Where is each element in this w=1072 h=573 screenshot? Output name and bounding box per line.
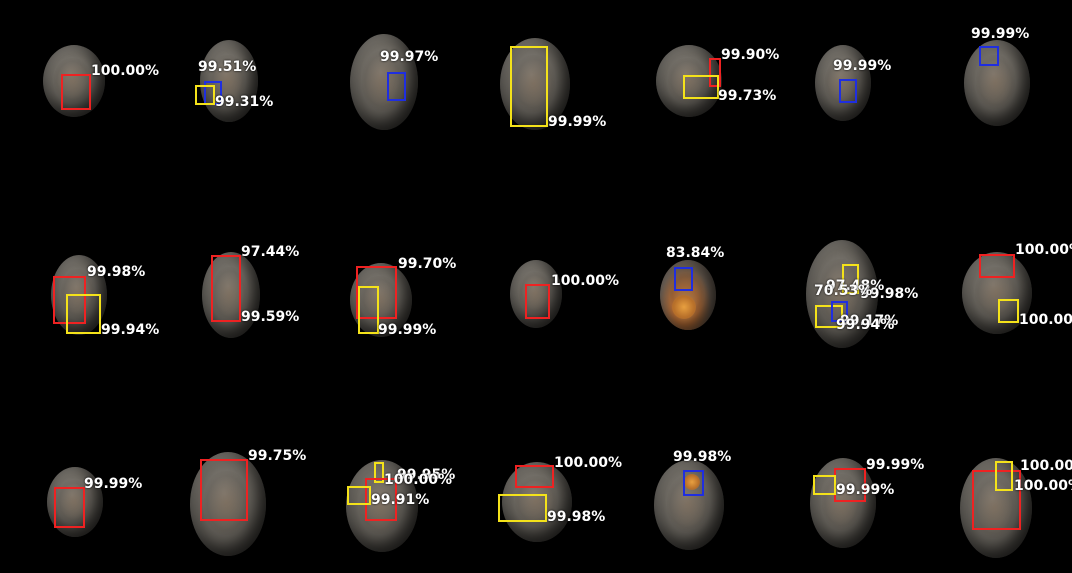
confidence-label: 99.98% (87, 264, 146, 280)
detection-box-red (525, 284, 550, 319)
confidence-label: 70.53% (814, 283, 873, 299)
seed-image (502, 462, 572, 542)
detection-box-blue (387, 72, 406, 101)
confidence-label: 100.00% (554, 455, 623, 471)
confidence-label: 100.00% (384, 472, 453, 488)
confidence-label: 99.99% (833, 58, 892, 74)
confidence-label: 100.00% (551, 273, 620, 289)
detection-box-blue (839, 79, 857, 103)
confidence-label: 100.00% (1015, 242, 1072, 258)
confidence-label: 100.00% (1020, 458, 1072, 474)
detection-box-red (200, 459, 248, 521)
confidence-label: 99.94% (101, 322, 160, 338)
confidence-label: 99.98% (860, 286, 919, 302)
confidence-label: 99.59% (241, 309, 300, 325)
seed-image (350, 34, 418, 130)
confidence-label: 83.84% (666, 245, 725, 261)
seed-image (47, 467, 103, 537)
confidence-label: 99.17% (840, 313, 899, 329)
confidence-label: 99.99% (548, 114, 607, 130)
confidence-label: 100.00% (91, 63, 160, 79)
seed-image (510, 260, 562, 328)
confidence-label: 99.99% (84, 476, 143, 492)
confidence-label: 99.51% (198, 59, 257, 75)
detection-box-red (709, 58, 721, 87)
detection-box-red (515, 465, 554, 488)
detection-box-blue (979, 46, 999, 66)
detection-box-red (979, 254, 1015, 278)
confidence-label: 99.94% (836, 317, 895, 333)
seed-spot (684, 474, 700, 490)
confidence-label: 99.31% (215, 94, 274, 110)
seed-image (51, 255, 107, 335)
confidence-label: 100.00% (1014, 478, 1072, 494)
confidence-label: 99.73% (718, 88, 777, 104)
confidence-label: 97.44% (241, 244, 300, 260)
confidence-label: 99.75% (248, 448, 307, 464)
confidence-label: 97.48% (826, 278, 885, 294)
detection-box-yellow (995, 461, 1013, 491)
confidence-label: 99.90% (721, 47, 780, 63)
detection-box-yellow (815, 305, 843, 328)
seed-image (656, 45, 722, 117)
detection-box-blue (674, 267, 693, 291)
detection-box-blue (831, 301, 848, 322)
detection-box-yellow (998, 299, 1019, 323)
detection-box-yellow (683, 75, 719, 99)
seed-image (962, 252, 1032, 334)
detection-box-yellow (498, 494, 547, 522)
detection-box-red (356, 266, 397, 319)
detection-box-blue (683, 470, 704, 496)
confidence-label: 99.91% (371, 492, 430, 508)
seed-image (350, 263, 412, 337)
confidence-label: 99.99% (378, 322, 437, 338)
detection-box-red (53, 276, 86, 324)
confidence-label: 99.98% (547, 509, 606, 525)
detection-box-yellow (842, 264, 859, 294)
seed-image (190, 452, 266, 556)
confidence-label: 99.70% (398, 256, 457, 272)
seed-image (43, 45, 105, 117)
confidence-label: 99.95% (397, 467, 456, 483)
detection-box-yellow (195, 85, 215, 105)
confidence-label: 99.99% (971, 26, 1030, 42)
seed-image (654, 460, 724, 550)
detection-box-yellow (813, 475, 836, 495)
detection-box-yellow (510, 46, 548, 127)
detection-box-red (211, 255, 241, 322)
detection-box-red (61, 74, 91, 110)
detection-box-yellow (66, 294, 101, 334)
seed-image (815, 45, 871, 121)
detection-box-yellow (347, 486, 371, 505)
confidence-label: 99.99% (836, 482, 895, 498)
confidence-label: 99.98% (673, 449, 732, 465)
seed-spot (672, 295, 696, 319)
confidence-label: 100.00% (1019, 312, 1072, 328)
detection-box-yellow (374, 462, 384, 483)
confidence-label: 99.97% (380, 49, 439, 65)
detection-box-red (365, 478, 397, 521)
confidence-label: 99.99% (866, 457, 925, 473)
detection-box-yellow (358, 286, 379, 334)
detection-box-red (54, 487, 85, 528)
